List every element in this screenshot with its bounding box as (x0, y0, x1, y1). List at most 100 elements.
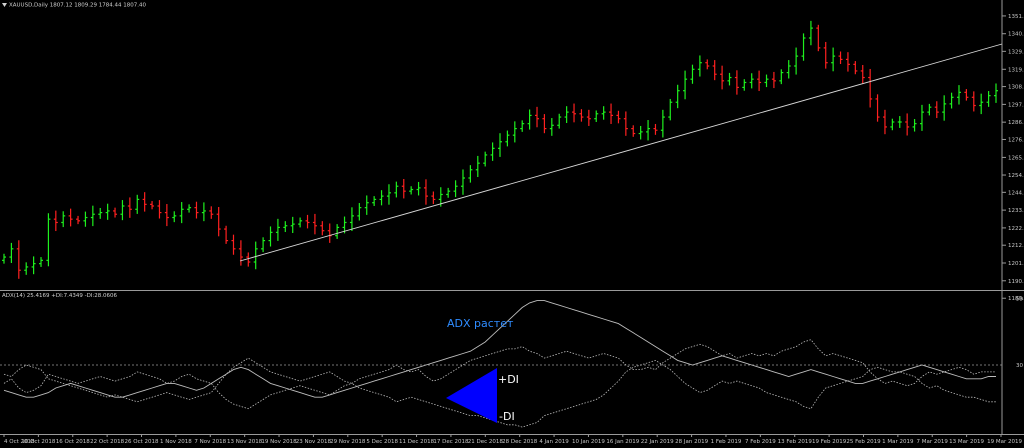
di-crossover-triangle (446, 368, 497, 423)
price-tick-label: 1276.40 (1008, 137, 1024, 143)
candle (253, 241, 258, 270)
candle (312, 213, 317, 235)
candle (379, 190, 384, 206)
candle (453, 180, 458, 198)
candle (475, 155, 480, 178)
time-tick-label: 19 Feb 2019 (812, 439, 847, 445)
price-tick-label: 1265.50 (1008, 155, 1024, 161)
candle (127, 197, 132, 218)
candle (9, 242, 14, 263)
candle (39, 257, 44, 267)
candle (801, 33, 806, 61)
candle (675, 84, 680, 109)
candle (135, 194, 140, 214)
triangle-down-icon (2, 3, 7, 7)
minus-di-label: -DI (499, 410, 515, 423)
candle (261, 237, 266, 253)
candle (912, 119, 917, 132)
candle (290, 216, 295, 234)
candle (749, 73, 754, 89)
time-tick-label: 5 Dec 2018 (366, 439, 398, 445)
time-tick-label: 19 Mar 2019 (987, 439, 1022, 445)
candle (927, 103, 932, 116)
adx-rising-annotation: ADX растет (447, 317, 514, 330)
candle (549, 118, 554, 136)
time-tick-label: 19 Nov 2018 (261, 439, 297, 445)
candle (949, 92, 954, 109)
price-tick-label: 1244.30 (1008, 190, 1024, 196)
time-tick-label: 16 Jan 2019 (606, 439, 639, 445)
candle (631, 125, 636, 137)
candle (919, 104, 924, 131)
main-chart-title: XAUUSD,Daily 1807.12 1809.29 1784.44 180… (9, 3, 146, 9)
candle (638, 125, 643, 140)
candle (994, 83, 998, 103)
candlestick-series (2, 20, 998, 279)
candle (335, 224, 340, 239)
candle (16, 240, 21, 279)
price-tick-label: 1319.00 (1008, 67, 1024, 73)
candle (31, 256, 36, 275)
candle (416, 181, 421, 196)
candle (557, 113, 562, 129)
candle (771, 71, 776, 89)
adx-series-group (3, 300, 996, 428)
price-tick-label: 1308.50 (1008, 85, 1024, 91)
candle (142, 192, 147, 212)
candle (609, 103, 614, 124)
candle (816, 24, 821, 52)
candle (512, 121, 517, 143)
price-tick-label: 1340.60 (1008, 32, 1024, 38)
time-tick-label: 22 Jan 2019 (641, 439, 674, 445)
trendline (239, 43, 1003, 262)
candle (860, 65, 865, 84)
candle (320, 221, 325, 236)
candle (150, 201, 155, 210)
candle (905, 113, 910, 136)
candle (594, 110, 599, 122)
candle (853, 61, 858, 75)
time-tick-label: 4 Oct 2018 (4, 439, 35, 445)
time-tick-label: 26 Oct 2018 (125, 439, 160, 445)
candle (83, 211, 88, 227)
candle (53, 210, 58, 232)
time-tick-label: 25 Feb 2019 (846, 439, 881, 445)
candle (535, 106, 540, 128)
time-tick-label: 21 Dec 2018 (468, 439, 504, 445)
candle (179, 202, 184, 224)
candle (76, 215, 81, 225)
candle (727, 72, 732, 86)
candle (483, 151, 488, 167)
candle (172, 211, 177, 223)
time-tick-label: 4 Jan 2019 (539, 439, 569, 445)
candle (868, 68, 873, 108)
candle (890, 118, 895, 131)
candle (423, 179, 428, 205)
candle (601, 106, 606, 120)
candle (275, 218, 280, 241)
candle (823, 41, 828, 69)
time-tick-label: 7 Mar 2019 (917, 439, 949, 445)
candle (838, 51, 843, 65)
candle (623, 111, 628, 136)
time-tick-label: 7 Feb 2019 (745, 439, 776, 445)
candle (409, 186, 414, 195)
candle (668, 98, 673, 121)
candle (794, 47, 799, 75)
price-axis: 1351.40 1340.60 1329.90 1319.00 1308.50 1297.… (1002, 14, 1024, 302)
candle (216, 206, 221, 237)
candle (572, 103, 577, 123)
time-tick-label: 1 Nov 2018 (160, 439, 192, 445)
candle (268, 226, 273, 247)
candle (831, 47, 836, 72)
price-tick-label: 1180.00 (1008, 296, 1024, 302)
candle (690, 64, 695, 84)
candle (942, 95, 947, 121)
time-tick-label: 28 Dec 2018 (502, 439, 538, 445)
candle (505, 130, 510, 147)
candle (372, 196, 377, 206)
candle (401, 178, 406, 199)
candle (364, 195, 369, 215)
time-tick-label: 23 Nov 2018 (296, 439, 332, 445)
